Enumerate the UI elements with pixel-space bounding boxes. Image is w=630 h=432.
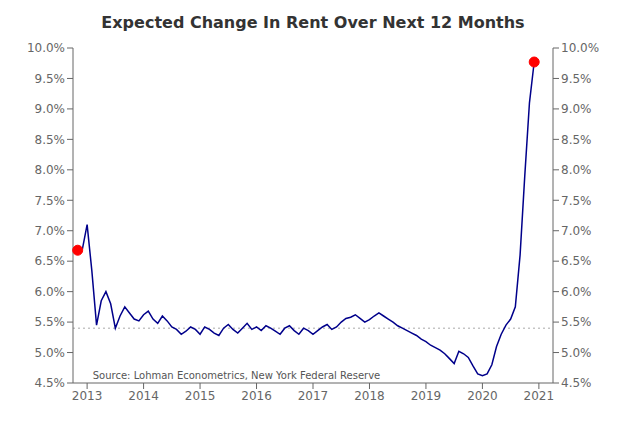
svg-text:2015: 2015: [185, 389, 216, 403]
svg-text:6.0%: 6.0%: [561, 285, 592, 299]
svg-text:2018: 2018: [354, 389, 385, 403]
svg-text:7.0%: 7.0%: [561, 224, 592, 238]
svg-text:8.0%: 8.0%: [35, 163, 66, 177]
svg-text:4.5%: 4.5%: [561, 376, 592, 390]
svg-text:Source: Lohman Econometrics, N: Source: Lohman Econometrics, New York Fe…: [93, 370, 381, 381]
svg-text:2021: 2021: [524, 389, 555, 403]
html-text:Expected Change In Rent Over N: Expected Change In Rent Over Next 12 Mon…: [101, 13, 525, 32]
svg-text:9.0%: 9.0%: [35, 102, 66, 116]
svg-text:6.5%: 6.5%: [35, 254, 66, 268]
svg-text:5.5%: 5.5%: [561, 315, 592, 329]
svg-text:2016: 2016: [241, 389, 272, 403]
svg-text:2013: 2013: [72, 389, 103, 403]
svg-text:10.0%: 10.0%: [27, 41, 65, 55]
svg-text:5.5%: 5.5%: [35, 315, 66, 329]
svg-text:4.5%: 4.5%: [35, 376, 66, 390]
svg-text:5.0%: 5.0%: [35, 346, 66, 360]
svg-text:7.5%: 7.5%: [35, 194, 66, 208]
svg-text:10.0%: 10.0%: [561, 41, 599, 55]
svg-text:2019: 2019: [411, 389, 442, 403]
svg-text:9.5%: 9.5%: [561, 72, 592, 86]
svg-text:9.0%: 9.0%: [561, 102, 592, 116]
svg-text:2020: 2020: [467, 389, 498, 403]
svg-text:6.5%: 6.5%: [561, 254, 592, 268]
svg-text:2017: 2017: [298, 389, 329, 403]
svg-text:5.0%: 5.0%: [561, 346, 592, 360]
svg-text:7.5%: 7.5%: [561, 194, 592, 208]
svg-text:2014: 2014: [128, 389, 159, 403]
svg-text:6.0%: 6.0%: [35, 285, 66, 299]
svg-text:7.0%: 7.0%: [35, 224, 66, 238]
svg-text:8.5%: 8.5%: [35, 133, 66, 147]
svg-text:8.0%: 8.0%: [561, 163, 592, 177]
svg-text:8.5%: 8.5%: [561, 133, 592, 147]
svg-text:9.5%: 9.5%: [35, 72, 66, 86]
